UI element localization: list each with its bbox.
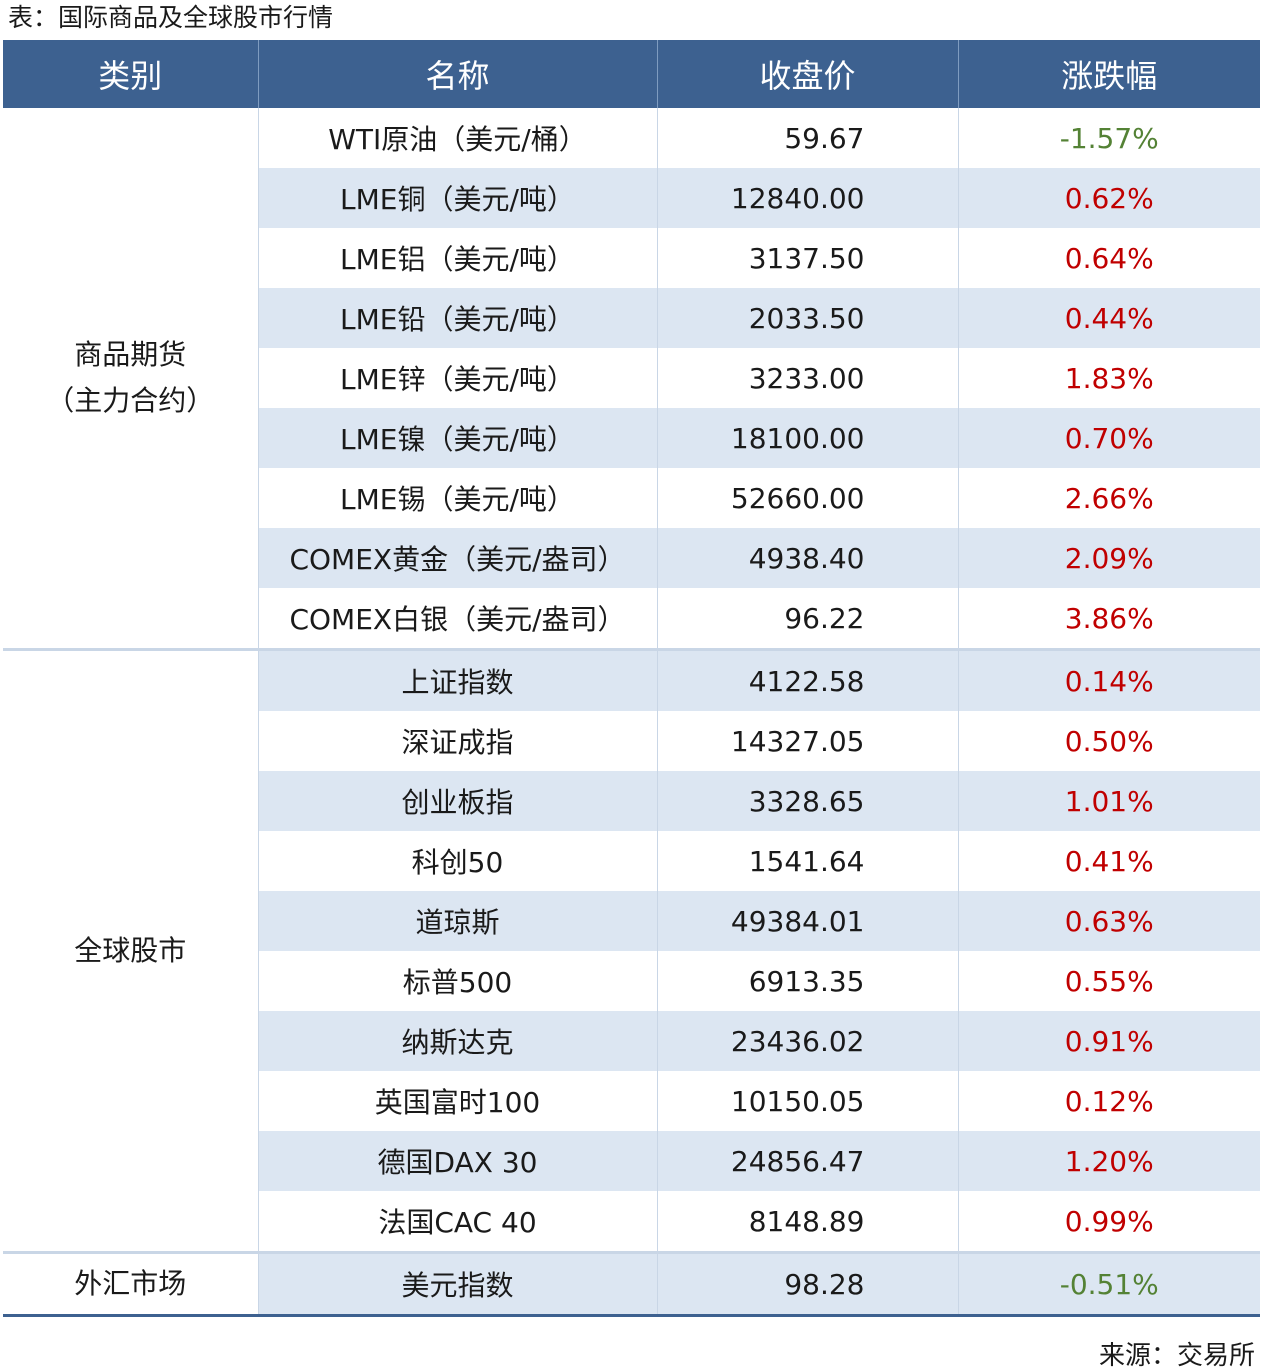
- header-cell: 名称: [257, 40, 657, 108]
- header-row: 类别 名称 收盘价 涨跌幅: [3, 40, 1260, 108]
- table-row: 创业板指 3328.65 1.01%: [3, 771, 1260, 831]
- table-row: 深证成指 14327.05 0.50%: [3, 711, 1260, 771]
- change-cell: 0.91%: [957, 1011, 1260, 1071]
- table-row: 商品期货 （主力合约） WTI原油（美元/桶） 59.67 -1.57%: [3, 108, 1260, 650]
- header-cell: 收盘价: [656, 40, 958, 108]
- change-cell: 0.63%: [957, 891, 1260, 951]
- name-cell: 标普500: [257, 951, 657, 1011]
- table-title: 表：国际商品及全球股市行情: [8, 3, 334, 32]
- table-row: LME镍（美元/吨） 18100.00 0.70%: [3, 408, 1260, 468]
- name-cell: 英国富时100: [257, 1071, 657, 1131]
- close-cell: 6913.35: [656, 951, 958, 1011]
- change-cell: 0.64%: [957, 228, 1260, 288]
- change-cell: 1.83%: [957, 348, 1260, 408]
- name-cell: 深证成指: [257, 711, 657, 771]
- close-cell: 2033.50: [656, 288, 958, 348]
- change-cell: 0.62%: [957, 168, 1260, 228]
- table-row: LME铜（美元/吨） 12840.00 0.62%: [3, 168, 1260, 228]
- change-cell: 0.12%: [957, 1071, 1260, 1131]
- change-cell: -0.51%: [957, 1251, 1260, 1316]
- close-cell: 3137.50: [656, 228, 958, 288]
- table-row: LME锡（美元/吨） 52660.00 2.66%: [3, 468, 1260, 528]
- name-cell: LME铅（美元/吨）: [257, 288, 657, 348]
- close-cell: 59.67: [656, 108, 958, 168]
- market-table: 类别 名称 收盘价 涨跌幅 商品期货 （主力合约） WTI原油（美元/桶） 59.6…: [3, 40, 1260, 1317]
- table-row: 德国DAX 30 24856.47 1.20%: [3, 1131, 1260, 1191]
- table-row: 英国富时100 10150.05 0.12%: [3, 1071, 1260, 1131]
- close-cell: 4122.58: [656, 648, 958, 711]
- close-cell: 12840.00: [656, 168, 958, 228]
- change-cell: -1.57%: [957, 108, 1260, 168]
- name-cell: 纳斯达克: [257, 1011, 657, 1071]
- name-cell: LME锌（美元/吨）: [257, 348, 657, 408]
- close-cell: 3233.00: [656, 348, 958, 408]
- name-cell: WTI原油（美元/桶）: [257, 108, 657, 168]
- category-cell: 全球股市: [3, 648, 258, 1253]
- table-row: LME铅（美元/吨） 2033.50 0.44%: [3, 288, 1260, 348]
- close-cell: 98.28: [656, 1251, 958, 1316]
- name-cell: COMEX黄金（美元/盎司）: [257, 528, 657, 588]
- table-row: LME铝（美元/吨） 3137.50 0.64%: [3, 228, 1260, 288]
- category-cell: 商品期货 （主力合约）: [3, 108, 258, 650]
- close-cell: 96.22: [656, 588, 958, 650]
- close-cell: 18100.00: [656, 408, 958, 468]
- close-cell: 4938.40: [656, 528, 958, 588]
- category-cell: 外汇市场: [3, 1251, 258, 1316]
- change-cell: 2.09%: [957, 528, 1260, 588]
- change-cell: 0.50%: [957, 711, 1260, 771]
- change-cell: 1.20%: [957, 1131, 1260, 1191]
- change-cell: 0.70%: [957, 408, 1260, 468]
- name-cell: 法国CAC 40: [257, 1191, 657, 1253]
- close-cell: 24856.47: [656, 1131, 958, 1191]
- close-cell: 1541.64: [656, 831, 958, 891]
- table-row: 外汇市场 美元指数 98.28 -0.51%: [3, 1251, 1260, 1316]
- name-cell: LME铝（美元/吨）: [257, 228, 657, 288]
- header-cell: 涨跌幅: [957, 40, 1260, 108]
- close-cell: 14327.05: [656, 711, 958, 771]
- source-note: 来源：交易所: [1098, 1341, 1255, 1371]
- table-body: 商品期货 （主力合约） WTI原油（美元/桶） 59.67 -1.57% LME铜（美元…: [3, 108, 1260, 1316]
- name-cell: LME铜（美元/吨）: [257, 168, 657, 228]
- name-cell: 科创50: [257, 831, 657, 891]
- change-cell: 1.01%: [957, 771, 1260, 831]
- name-cell: COMEX白银（美元/盎司）: [257, 588, 657, 650]
- name-cell: 上证指数: [257, 648, 657, 711]
- change-cell: 0.55%: [957, 951, 1260, 1011]
- table-row: COMEX白银（美元/盎司） 96.22 3.86%: [3, 588, 1260, 650]
- close-cell: 52660.00: [656, 468, 958, 528]
- name-cell: 美元指数: [257, 1251, 657, 1316]
- table-row: 法国CAC 40 8148.89 0.99%: [3, 1191, 1260, 1253]
- change-cell: 0.14%: [957, 648, 1260, 711]
- name-cell: 道琼斯: [257, 891, 657, 951]
- change-cell: 0.41%: [957, 831, 1260, 891]
- table-row: 标普500 6913.35 0.55%: [3, 951, 1260, 1011]
- name-cell: 德国DAX 30: [257, 1131, 657, 1191]
- close-cell: 8148.89: [656, 1191, 958, 1253]
- name-cell: 创业板指: [257, 771, 657, 831]
- table-row: LME锌（美元/吨） 3233.00 1.83%: [3, 348, 1260, 408]
- close-cell: 3328.65: [656, 771, 958, 831]
- header-cell: 类别: [3, 40, 258, 108]
- close-cell: 23436.02: [656, 1011, 958, 1071]
- change-cell: 2.66%: [957, 468, 1260, 528]
- table-row: COMEX黄金（美元/盎司） 4938.40 2.09%: [3, 528, 1260, 588]
- close-cell: 10150.05: [656, 1071, 958, 1131]
- name-cell: LME锡（美元/吨）: [257, 468, 657, 528]
- close-cell: 49384.01: [656, 891, 958, 951]
- change-cell: 3.86%: [957, 588, 1260, 650]
- table-row: 科创50 1541.64 0.41%: [3, 831, 1260, 891]
- name-cell: LME镍（美元/吨）: [257, 408, 657, 468]
- change-cell: 0.99%: [957, 1191, 1260, 1253]
- table-row: 纳斯达克 23436.02 0.91%: [3, 1011, 1260, 1071]
- table-row: 全球股市 上证指数 4122.58 0.14%: [3, 648, 1260, 1253]
- change-cell: 0.44%: [957, 288, 1260, 348]
- table-row: 道琼斯 49384.01 0.63%: [3, 891, 1260, 951]
